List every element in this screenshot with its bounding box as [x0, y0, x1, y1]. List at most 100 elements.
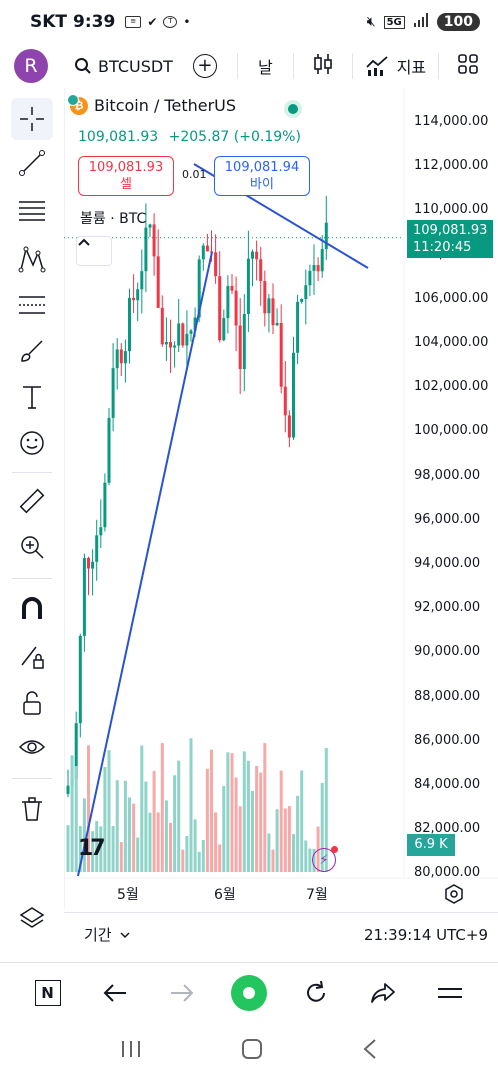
volume-bar: [255, 765, 259, 872]
volume-value-tag: 6.9 K: [407, 834, 455, 856]
volume-bar: [91, 831, 95, 872]
interval-button[interactable]: 날: [257, 58, 273, 77]
candle-body: [263, 281, 267, 314]
sell-button[interactable]: 109,081.93 셀: [78, 156, 174, 196]
candle-body: [160, 307, 164, 345]
crosshair-tool[interactable]: [11, 98, 53, 140]
pattern-tool[interactable]: [11, 238, 53, 280]
candle-body: [255, 251, 259, 260]
candle-body: [210, 251, 213, 253]
candle-body: [226, 285, 230, 319]
back-chevron-icon: [363, 1039, 376, 1059]
candles-icon: [313, 54, 332, 74]
lock-draw-icon: [21, 646, 44, 669]
magnet-tool[interactable]: [11, 588, 53, 630]
timezone-clock[interactable]: 21:39:14 UTC+9: [364, 925, 488, 944]
refresh-button[interactable]: [296, 973, 336, 1013]
avatar[interactable]: R: [14, 49, 48, 83]
divider: [438, 53, 440, 79]
volume-legend[interactable]: 볼륨 · BTC: [80, 211, 147, 227]
buy-button[interactable]: 109,081.94 바이: [214, 156, 310, 196]
undo-button[interactable]: [95, 973, 135, 1013]
share-button[interactable]: [363, 973, 403, 1013]
candle-body: [140, 271, 144, 290]
divider: [12, 778, 52, 779]
unlock-tool[interactable]: [11, 682, 53, 724]
text-tool[interactable]: [11, 376, 53, 418]
layout-button[interactable]: [451, 53, 485, 79]
redo-button[interactable]: [162, 973, 202, 1013]
nfc-icon: ✔: [147, 15, 158, 29]
lock-drawings-tool[interactable]: [11, 636, 53, 678]
market-status-icon[interactable]: [284, 100, 302, 118]
time-label-july: 7월: [306, 887, 328, 903]
candle-body: [267, 298, 271, 314]
price-change-pct: (+0.19%): [233, 129, 301, 145]
volume-bar: [214, 812, 218, 872]
candle-body: [234, 290, 238, 326]
price-axis-label: 88,000.00: [414, 688, 481, 704]
chart-canvas[interactable]: [64, 88, 498, 908]
time-label-june: 6월: [214, 887, 236, 903]
candle-body: [185, 333, 189, 346]
system-navigation: [0, 1022, 498, 1080]
candle-body: [316, 265, 320, 272]
price-axis-label: 102,000.00: [414, 379, 489, 395]
volume-bar: [181, 849, 185, 872]
object-tree-tool[interactable]: [11, 898, 53, 940]
candle-body: [115, 349, 119, 369]
divider: [236, 53, 238, 79]
drawn-trendline-up[interactable]: [77, 251, 213, 877]
ruler-tool[interactable]: [11, 480, 53, 522]
symbol-search-button[interactable]: BTCUSDT: [74, 57, 173, 76]
zoom-tool[interactable]: [11, 526, 53, 568]
recents-button[interactable]: [120, 1039, 142, 1063]
collapse-legend-button[interactable]: [76, 236, 112, 266]
chart-toolbar: R BTCUSDT + 날 지표: [0, 44, 498, 88]
live-button[interactable]: [229, 973, 269, 1013]
candle-body: [283, 386, 287, 416]
trendline-tool[interactable]: [11, 142, 53, 184]
brush-tool[interactable]: [11, 330, 53, 372]
candle-body: [218, 276, 222, 341]
period-label: 기간: [84, 926, 112, 944]
delete-drawings-tool[interactable]: [11, 788, 53, 830]
emoji-tool[interactable]: [11, 422, 53, 464]
fib-icon: [19, 201, 45, 221]
eye-icon: [18, 740, 46, 754]
price-axis-label: 98,000.00: [414, 467, 481, 483]
buy-label: 바이: [250, 177, 274, 192]
symbol-name: BTCUSDT: [98, 56, 173, 76]
tradingview-logo[interactable]: 17: [78, 836, 106, 861]
price-axis-label: 86,000.00: [414, 732, 481, 748]
chart-area[interactable]: ₿ Bitcoin / TetherUS 109,081.93 +205.87 …: [64, 88, 498, 908]
volume-bar: [193, 819, 197, 872]
price-axis-label: 84,000.00: [414, 777, 481, 792]
candle-body: [119, 349, 123, 364]
volume-bar: [78, 826, 82, 872]
menu-button[interactable]: [430, 973, 470, 1013]
compare-add-button[interactable]: +: [192, 54, 217, 78]
price-axis-label: 80,000.00: [414, 865, 481, 881]
chart-type-button[interactable]: [306, 52, 340, 80]
back-button[interactable]: [362, 1038, 378, 1064]
volume-bar: [132, 803, 136, 872]
indicators-button[interactable]: 지표: [365, 54, 426, 78]
candle-body: [320, 249, 324, 272]
volume-bar: [99, 826, 103, 872]
volume-bar: [152, 770, 156, 872]
candle-body: [222, 318, 226, 341]
period-selector[interactable]: 기간: [84, 924, 130, 945]
fib-tool[interactable]: [11, 190, 53, 232]
home-button[interactable]: [241, 1038, 263, 1064]
candle-body: [304, 285, 308, 300]
candle-body: [230, 285, 234, 291]
legend-title[interactable]: Bitcoin / TetherUS: [94, 96, 237, 115]
candle-body: [300, 299, 304, 302]
volume-bar: [279, 770, 283, 872]
prediction-tool[interactable]: [11, 284, 53, 326]
bolt-icon[interactable]: ⚡︎: [312, 846, 338, 872]
volume-bar: [87, 745, 90, 872]
hide-drawings-tool[interactable]: [11, 726, 53, 768]
news-button[interactable]: N: [28, 973, 68, 1013]
